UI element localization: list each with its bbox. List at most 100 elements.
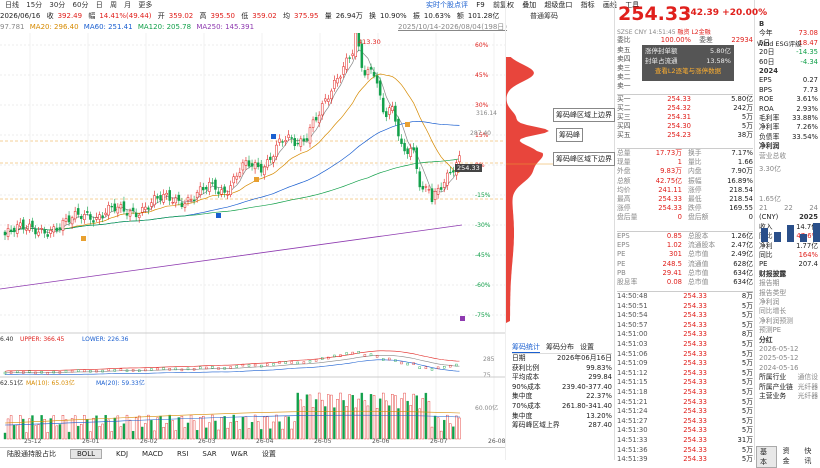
event-marker[interactable]: [254, 177, 259, 182]
tick-time: 14:51:15: [617, 378, 648, 387]
stock-review-link[interactable]: 实时个股点评: [426, 1, 468, 9]
volume-bar: [321, 399, 324, 440]
volume-bar: [351, 394, 354, 440]
tick-price: 254.33: [683, 435, 707, 444]
candle-body: [55, 227, 59, 231]
far-fin-row: ROE 3.61%: [759, 95, 818, 104]
candle-body: [144, 206, 147, 210]
date-range[interactable]: 2025/10/14-2026/08/04(198日): [398, 23, 508, 31]
candle-body: [299, 138, 303, 147]
far-dividend-date-text: 2026-05-12: [759, 345, 799, 353]
turnover-label: 换: [368, 12, 376, 20]
tab-30min[interactable]: 30分: [49, 1, 66, 9]
overlay-button[interactable]: 叠加: [522, 1, 537, 9]
tab-month[interactable]: 月: [124, 1, 132, 9]
tick-volume: 5万: [741, 407, 753, 416]
tab-capital[interactable]: 资金: [782, 447, 790, 465]
adjust-button[interactable]: 前复权: [492, 1, 514, 9]
margin-tag[interactable]: 融资 L2金融: [677, 29, 711, 36]
asks-row: 卖三: [617, 64, 753, 73]
tab-day[interactable]: 日: [95, 1, 103, 9]
draw-button[interactable]: 画线: [602, 1, 617, 9]
kline-chart[interactable]: 60%45%30%15%0%-15%-30%-45%-60%-75% 6.40U…: [0, 33, 505, 446]
chip-stat-row: 筹码峰区域上界 287.40: [512, 421, 612, 431]
stats-row: 均价 241.11 涨停 218.54: [617, 186, 753, 195]
boll-candle: [296, 361, 299, 365]
weibi-row: 委比 100.00% 委差 22934: [617, 36, 753, 45]
tab-boll[interactable]: BOLL: [70, 449, 102, 459]
boll-candle: [266, 363, 269, 366]
far-cny-label: (CNY): [759, 213, 779, 222]
chip-title[interactable]: 普通筹码: [530, 12, 558, 20]
stats-cell: 218.54: [729, 185, 753, 194]
fin-cell: 总股本: [688, 232, 709, 240]
boll-candle: [430, 368, 434, 371]
tab-news[interactable]: 快讯: [804, 447, 812, 465]
event-marker[interactable]: [460, 316, 465, 321]
volume-bar: [70, 418, 74, 440]
volume-bar: [317, 392, 321, 440]
tab-settings[interactable]: 设置: [261, 450, 276, 458]
event-marker[interactable]: [405, 122, 410, 127]
candle-body: [147, 207, 150, 210]
super-handicap-button[interactable]: 超级盘口: [544, 1, 573, 9]
candle-body: [125, 213, 129, 216]
tab-basic[interactable]: 基本: [756, 446, 777, 468]
tab-kdj[interactable]: KDJ: [116, 450, 129, 458]
tab-chip-settings[interactable]: 设置: [580, 343, 594, 351]
indicator-button[interactable]: 指标: [580, 1, 595, 9]
tab-chip-stats[interactable]: 筹码统计: [512, 343, 540, 353]
candle-body: [31, 220, 34, 228]
candle-body: [446, 172, 449, 186]
tab-more[interactable]: 更多: [138, 1, 153, 9]
tab-60min[interactable]: 60分: [72, 1, 89, 9]
candle-body: [433, 191, 437, 200]
asks-level: 卖二: [617, 73, 631, 81]
boll-candle: [217, 367, 220, 370]
tab-sar[interactable]: SAR: [202, 450, 217, 458]
candle-body: [208, 182, 211, 192]
bids-volume: 5万: [741, 122, 753, 130]
volume-bar: [174, 430, 178, 440]
event-marker[interactable]: [81, 236, 86, 241]
esg-rating-label[interactable]: Wind ESG评级: [757, 40, 802, 48]
far-report-section-text: 财报披露: [759, 269, 787, 278]
boll-candle: [406, 362, 409, 366]
tab-rsi[interactable]: RSI: [177, 450, 189, 458]
boll-candle: [113, 369, 117, 372]
far-forecast-row-value: 164%: [798, 250, 818, 259]
tools-button[interactable]: 工具: [625, 1, 640, 9]
ma20-line: [4, 73, 460, 236]
far-perf-row-value: -4.34: [800, 57, 818, 66]
tab-hk-holding[interactable]: 陆股通持股占比: [7, 450, 56, 458]
far-bar-tick: 22: [784, 203, 793, 212]
tab-wr[interactable]: W&R: [230, 450, 248, 458]
asks-level: 卖一: [617, 82, 631, 90]
popup-link[interactable]: 查看L2逐笔与涨停数据: [654, 67, 722, 75]
stats-cell: 7.90万: [731, 167, 753, 176]
tab-daily[interactable]: 日线: [5, 1, 19, 9]
volume-bar: [6, 418, 10, 440]
vol-ma10-line: [4, 410, 461, 424]
chip-stats: 筹码统计 筹码分布 设置 日期 2026年06月16日 获利比例 99.83% 平均成本…: [512, 342, 612, 431]
ma60-value: MA60: 251.41: [83, 23, 133, 31]
f9-button[interactable]: F9: [476, 1, 485, 9]
tab-macd[interactable]: MACD: [142, 450, 164, 458]
bids-row: 买一 254.33 5.80亿: [617, 95, 753, 104]
volume-bar: [369, 394, 373, 440]
volume-bar: [28, 418, 31, 440]
tab-chip-dist[interactable]: 筹码分布: [546, 343, 574, 351]
fin-row: PE 301 总市值 2.49亿: [617, 250, 753, 259]
tick-list[interactable]: 14:50:48 254.33 8万 14:50:51 254.33 5万 14:50:54…: [617, 291, 753, 465]
bids-volume: 38万: [737, 131, 753, 139]
far-mini-bar: [787, 225, 794, 242]
volume-bar: [366, 405, 370, 440]
popup-value-1: 5.80亿: [710, 47, 731, 55]
candle-body: [101, 215, 104, 218]
tab-week[interactable]: 周: [109, 1, 117, 9]
volume-bar: [137, 415, 141, 440]
event-marker[interactable]: [216, 213, 221, 218]
tab-15min[interactable]: 15分: [26, 1, 43, 9]
event-marker[interactable]: [271, 134, 276, 139]
tick-row: 14:51:06 254.33 5万: [617, 350, 753, 360]
